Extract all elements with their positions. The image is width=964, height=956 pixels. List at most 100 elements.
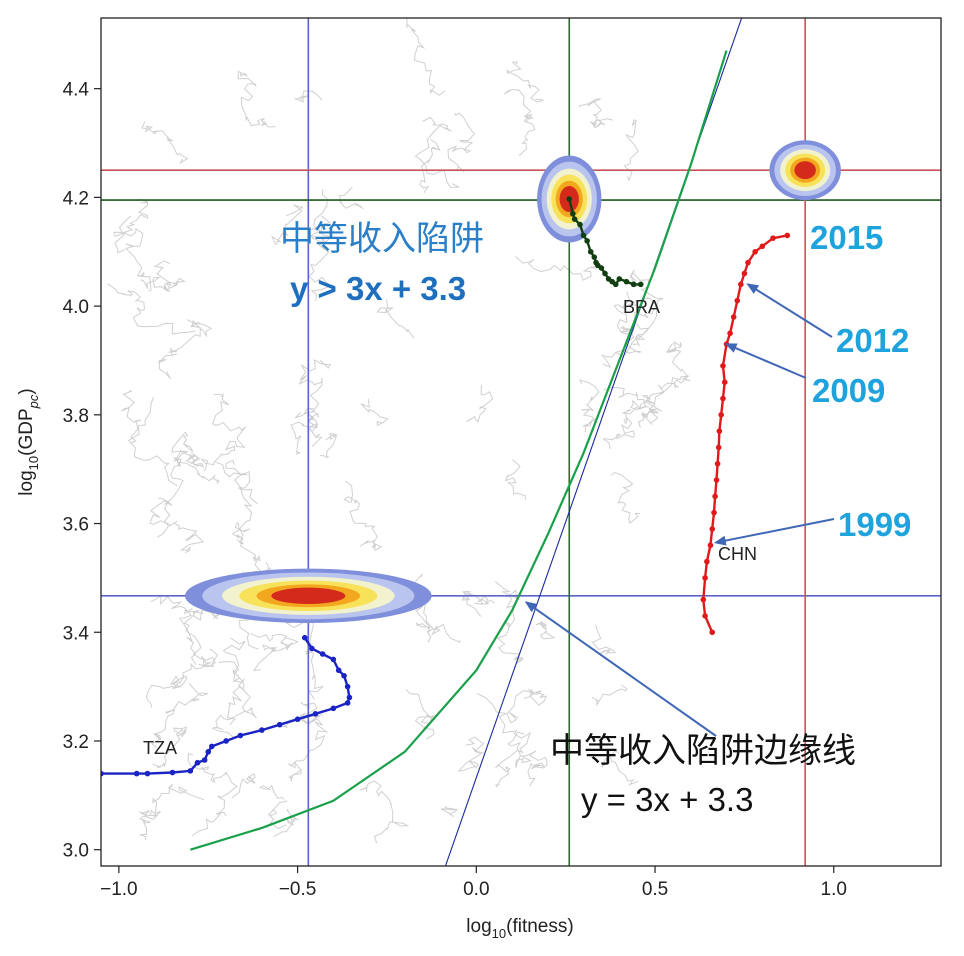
background-trajectory	[139, 810, 159, 841]
background-trajectory	[271, 204, 304, 246]
background-trajectory	[225, 459, 258, 505]
series-point-tza	[209, 743, 215, 750]
y-tick-label: 4.2	[63, 188, 89, 209]
series-point-tza	[201, 757, 208, 763]
series-point-chn	[709, 629, 716, 636]
series-point-chn	[721, 379, 728, 386]
x-tick-label: −1.0	[100, 879, 138, 900]
background-trajectory	[187, 753, 238, 816]
series-point-bra	[623, 278, 630, 285]
series-point-tza	[330, 705, 337, 712]
series-point-chn	[702, 613, 708, 619]
series-point-bra	[587, 248, 594, 255]
background-trajectory	[218, 661, 245, 725]
background-trajectory	[514, 256, 598, 281]
trap-title: 中等收入陷阱	[280, 219, 484, 259]
annotation-arrow	[524, 601, 717, 737]
series-point-chn	[745, 259, 751, 266]
series-point-tza	[259, 727, 265, 733]
series-point-chn	[759, 243, 766, 250]
series-point-chn	[712, 493, 718, 500]
series-point-chn	[704, 558, 710, 565]
x-axis-ticks: −1.0 −0.5 0.0 0.5 1.0	[100, 866, 847, 900]
label-tza: TZA	[143, 738, 177, 758]
y-tick-label: 3.0	[63, 841, 89, 862]
edge-equation: y = 3x + 3.3	[581, 781, 753, 818]
series-point-bra	[584, 238, 590, 244]
series-point-tza	[312, 710, 319, 717]
boundary-curve	[190, 50, 728, 851]
background-trajectory	[231, 521, 272, 574]
background-trajectory	[152, 726, 187, 768]
series-point-bra	[571, 216, 578, 222]
series-line-chn	[702, 234, 788, 633]
background-trajectory	[157, 318, 213, 380]
series-point-tza	[276, 721, 283, 728]
series-point-bra	[570, 210, 576, 217]
y-tick-label: 3.2	[63, 732, 89, 753]
series-point-bra	[612, 281, 619, 288]
series-point-chn	[716, 428, 723, 434]
background-trajectory	[107, 283, 196, 335]
year-1999-label: 1999	[838, 506, 911, 543]
background-trajectory	[128, 397, 178, 487]
series-point-tza	[133, 770, 140, 777]
series-point-bra	[566, 196, 573, 202]
annotation-arrow	[746, 283, 833, 338]
x-axis-label: log10(fitness)	[466, 916, 573, 941]
background-trajectory	[287, 713, 329, 782]
series-point-bra	[616, 276, 623, 282]
background-trajectory	[343, 480, 383, 551]
series-point-tza	[309, 645, 315, 652]
background-trajectory	[290, 411, 319, 456]
plot-frame	[100, 17, 942, 867]
label-chn: CHN	[718, 544, 757, 564]
series-point-tza	[344, 700, 351, 706]
background-trajectory	[504, 459, 527, 500]
annotation-arrow	[713, 518, 835, 546]
background-trajectory	[603, 386, 654, 428]
background-trajectory	[320, 432, 338, 459]
series-point-tza	[169, 769, 176, 776]
background-trajectory	[602, 395, 656, 450]
background-trajectory	[414, 116, 460, 188]
x-tick-label: 0.5	[642, 879, 668, 900]
reference-lines	[101, 18, 941, 866]
background-trajectory	[149, 497, 205, 554]
x-tick-label: 0.0	[463, 879, 489, 900]
background-trajectory	[149, 783, 205, 818]
series-point-tza	[187, 768, 194, 774]
x-tick-label: −0.5	[279, 879, 317, 900]
series-point-tza	[330, 656, 337, 663]
series-point-bra	[598, 265, 605, 271]
series-point-tza	[341, 672, 347, 679]
background-trajectory	[613, 291, 642, 354]
series-point-chn	[707, 542, 714, 549]
series-point-chn	[734, 297, 741, 304]
background-trajectory	[183, 608, 216, 668]
annotation-arrows	[524, 283, 835, 737]
background-trajectory	[578, 98, 613, 129]
series-point-chn	[738, 281, 744, 288]
background-trajectory	[294, 90, 323, 103]
series-point-tza	[344, 683, 351, 690]
series-point-chn	[700, 596, 707, 603]
background-trajectories	[107, 18, 691, 844]
series-point-chn	[711, 509, 717, 516]
year-2012-label: 2012	[836, 322, 909, 359]
background-trajectory	[237, 70, 276, 128]
background-trajectory	[150, 683, 209, 748]
label-bra: BRA	[623, 297, 660, 317]
background-trajectory	[122, 198, 152, 292]
series-point-bra	[630, 281, 637, 288]
background-trajectory	[503, 88, 536, 157]
series-point-chn	[718, 412, 724, 418]
background-trajectory	[591, 684, 628, 707]
background-trajectory	[171, 431, 220, 484]
series-point-tza	[319, 651, 326, 657]
series-point-chn	[752, 248, 758, 255]
background-trajectory	[645, 375, 691, 424]
background-trajectory	[610, 471, 641, 524]
series-point-tza	[194, 759, 201, 766]
